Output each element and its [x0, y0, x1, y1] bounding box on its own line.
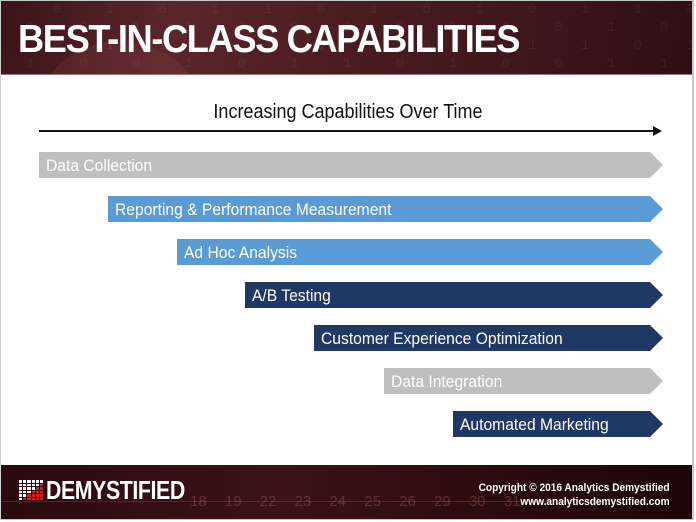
arrow-right-icon [653, 126, 662, 136]
brand-name: DEMYSTIFIED [46, 475, 185, 505]
slide-footer: 18 19 22 23 24 25 26 29 30 31 DEMYSTIFIE… [0, 465, 694, 519]
header-binary-background: 0 1 0 1 1 0 1 0 1 0 1 1 0 1 0 1 1 0 1 0 … [26, 2, 694, 72]
capability-bar-customer-experience: Customer Experience Optimization [314, 325, 663, 351]
website-text: www.analyticsdemystified.com [520, 496, 670, 508]
timeline-arrow-line [39, 130, 655, 132]
footer-decoration-line [0, 501, 600, 502]
capability-bar-reporting: Reporting & Performance Measurement [108, 196, 663, 222]
capability-bar-ad-hoc-analysis: Ad Hoc Analysis [177, 239, 663, 265]
capability-bar-automated-marketing: Automated Marketing [453, 411, 663, 437]
capability-bar-ab-testing: A/B Testing [245, 282, 663, 308]
capability-bar-data-collection: Data Collection [39, 152, 663, 178]
copyright-text: Copyright © 2016 Analytics Demystified [479, 482, 670, 494]
slide-title: BEST-IN-CLASS CAPABILITIES [18, 18, 520, 61]
demystified-logo-icon [19, 480, 43, 500]
timeline-label: Increasing Capabilities Over Time [213, 101, 483, 123]
footer-background-numbers: 18 19 22 23 24 25 26 29 30 31 [190, 493, 521, 510]
slide-header: 0 1 0 1 1 0 1 0 1 0 1 1 0 1 0 1 1 0 1 0 … [0, 1, 694, 75]
capability-bar-data-integration: Data Integration [384, 368, 663, 394]
copyright-block: Copyright © 2016 Analytics Demystified w… [479, 481, 670, 509]
